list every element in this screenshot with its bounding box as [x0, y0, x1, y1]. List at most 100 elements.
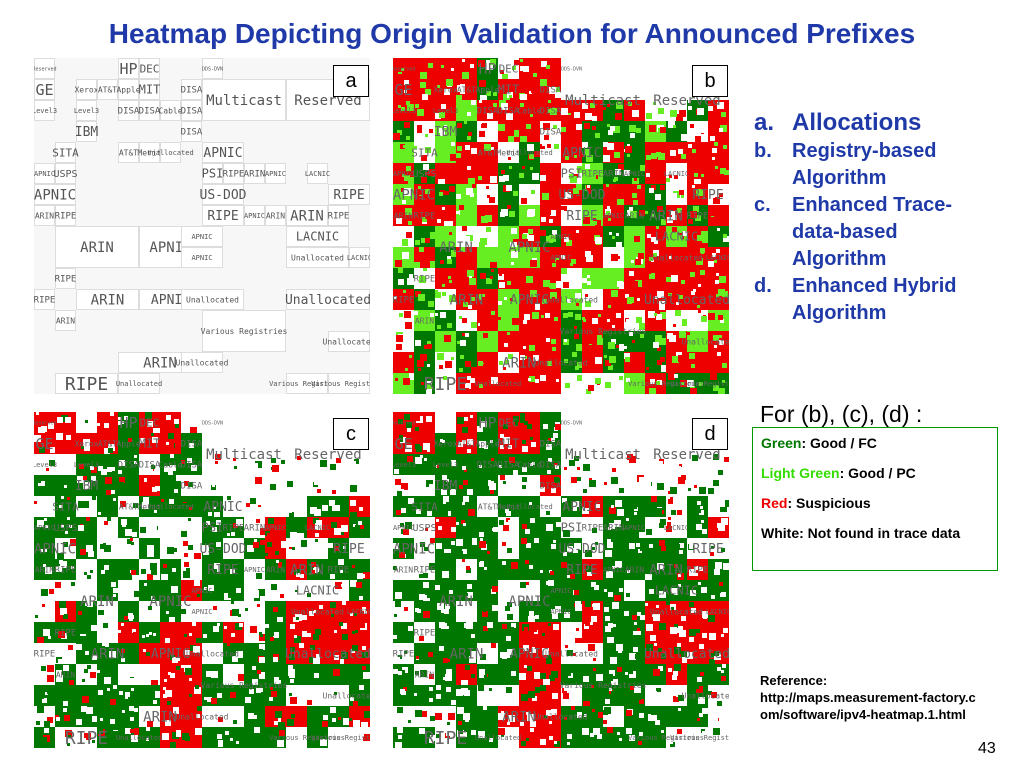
heatmap-speck — [162, 498, 169, 505]
reference-url: http://maps.measurement-factory.com/soft… — [760, 690, 976, 722]
heatmap-speck — [406, 166, 411, 171]
heatmap-speck — [561, 127, 566, 132]
heatmap-speck — [666, 526, 672, 532]
heatmap-speck — [399, 552, 405, 558]
heatmap-speck — [36, 539, 43, 546]
heatmap-speck — [606, 571, 613, 578]
heatmap-speck — [498, 314, 501, 317]
allocation-block — [55, 310, 76, 331]
heatmap-speck — [670, 686, 677, 693]
heatmap-speck — [500, 70, 504, 74]
heatmap-speck — [712, 195, 715, 198]
heatmap-speck — [233, 458, 236, 461]
heatmap-speck — [678, 477, 685, 484]
heatmap-speck — [575, 601, 581, 607]
heatmap-speck — [309, 611, 314, 616]
heatmap-speck — [653, 342, 659, 348]
heatmap-speck — [279, 730, 285, 736]
region-label-dec: DEC — [140, 416, 160, 429]
heatmap-speck — [104, 448, 110, 454]
allocation-block — [202, 163, 223, 184]
heatmap-speck — [514, 130, 521, 137]
heatmap-cell — [582, 412, 603, 433]
heatmap-speck — [214, 563, 220, 569]
heatmap-speck — [672, 227, 677, 232]
heatmap-speck — [107, 720, 112, 725]
heatmap-speck — [465, 383, 471, 389]
heatmap-speck — [688, 360, 695, 367]
heatmap-speck — [522, 446, 528, 452]
heatmap-speck — [648, 311, 655, 318]
heatmap-speck — [464, 605, 471, 612]
heatmap-speck — [244, 713, 248, 717]
heatmap-speck — [118, 417, 121, 420]
heatmap-speck — [110, 412, 114, 416]
heatmap-speck — [596, 280, 602, 286]
heatmap-speck — [526, 543, 531, 548]
heatmap-speck — [406, 136, 410, 140]
heatmap-speck — [38, 479, 45, 486]
heatmap-speck — [482, 297, 489, 304]
heatmap-speck — [513, 155, 517, 159]
heatmap-speck — [168, 602, 174, 608]
heatmap-speck — [479, 673, 484, 678]
heatmap-speck — [76, 719, 82, 725]
legend-item-d: d. Enhanced Hybrid Algorithm — [754, 273, 992, 327]
heatmap-speck — [655, 559, 662, 566]
heatmap-speck — [92, 716, 98, 722]
heatmap-speck — [506, 636, 511, 641]
heatmap-speck — [443, 658, 448, 663]
heatmap-speck — [630, 686, 634, 690]
heatmap-speck — [463, 236, 470, 243]
heatmap-cell — [603, 79, 624, 100]
heatmap-speck — [439, 646, 444, 651]
region-label-unallocated: Unallocated — [285, 293, 370, 308]
heatmap-speck — [427, 456, 432, 461]
panel-label-b: b — [692, 65, 728, 97]
heatmap-speck — [463, 388, 469, 394]
heatmap-speck — [238, 674, 245, 681]
heatmap-speck — [355, 525, 358, 528]
heatmap-speck — [68, 475, 72, 479]
region-label-ripe: RIPE — [55, 212, 77, 222]
heatmap-speck — [311, 687, 314, 690]
heatmap-speck — [398, 735, 402, 739]
heatmap-speck — [113, 425, 119, 431]
heatmap-speck — [666, 277, 671, 282]
heatmap-speck — [239, 574, 242, 577]
heatmap-speck — [218, 489, 222, 493]
heatmap-speck — [670, 150, 676, 156]
heatmap-speck — [575, 604, 582, 611]
heatmap-speck — [331, 522, 337, 528]
region-label-ripe: RIPE — [207, 209, 238, 224]
heatmap-speck — [714, 651, 719, 656]
heatmap-speck — [546, 192, 553, 199]
heatmap-speck — [340, 570, 343, 573]
heatmap-speck — [334, 546, 339, 551]
heatmap-speck — [646, 173, 650, 177]
heatmap-speck — [84, 572, 87, 575]
allocation-block — [181, 121, 202, 142]
region-label-various: Various Registries — [628, 734, 704, 742]
heatmap-speck — [608, 365, 613, 370]
heatmap-speck — [239, 460, 242, 463]
heatmap-speck — [660, 185, 665, 190]
heatmap-speck — [564, 359, 568, 363]
heatmap-speck — [319, 695, 326, 702]
heatmap-speck — [350, 512, 357, 519]
heatmap-speck — [532, 312, 539, 319]
heatmap-speck — [396, 335, 403, 342]
heatmap-speck — [471, 651, 478, 658]
heatmap-speck — [395, 479, 401, 485]
heatmap-speck — [350, 500, 356, 506]
heatmap-speck — [49, 589, 54, 594]
heatmap-speck — [152, 487, 157, 492]
heatmap-speck — [713, 715, 719, 721]
heatmap-speck — [627, 668, 633, 674]
heatmap-speck — [471, 58, 474, 61]
heatmap-speck — [463, 496, 469, 502]
heatmap-speck — [576, 628, 579, 631]
heatmap-speck — [165, 720, 171, 726]
heatmap-speck — [267, 629, 274, 636]
heatmap-speck — [598, 712, 604, 718]
